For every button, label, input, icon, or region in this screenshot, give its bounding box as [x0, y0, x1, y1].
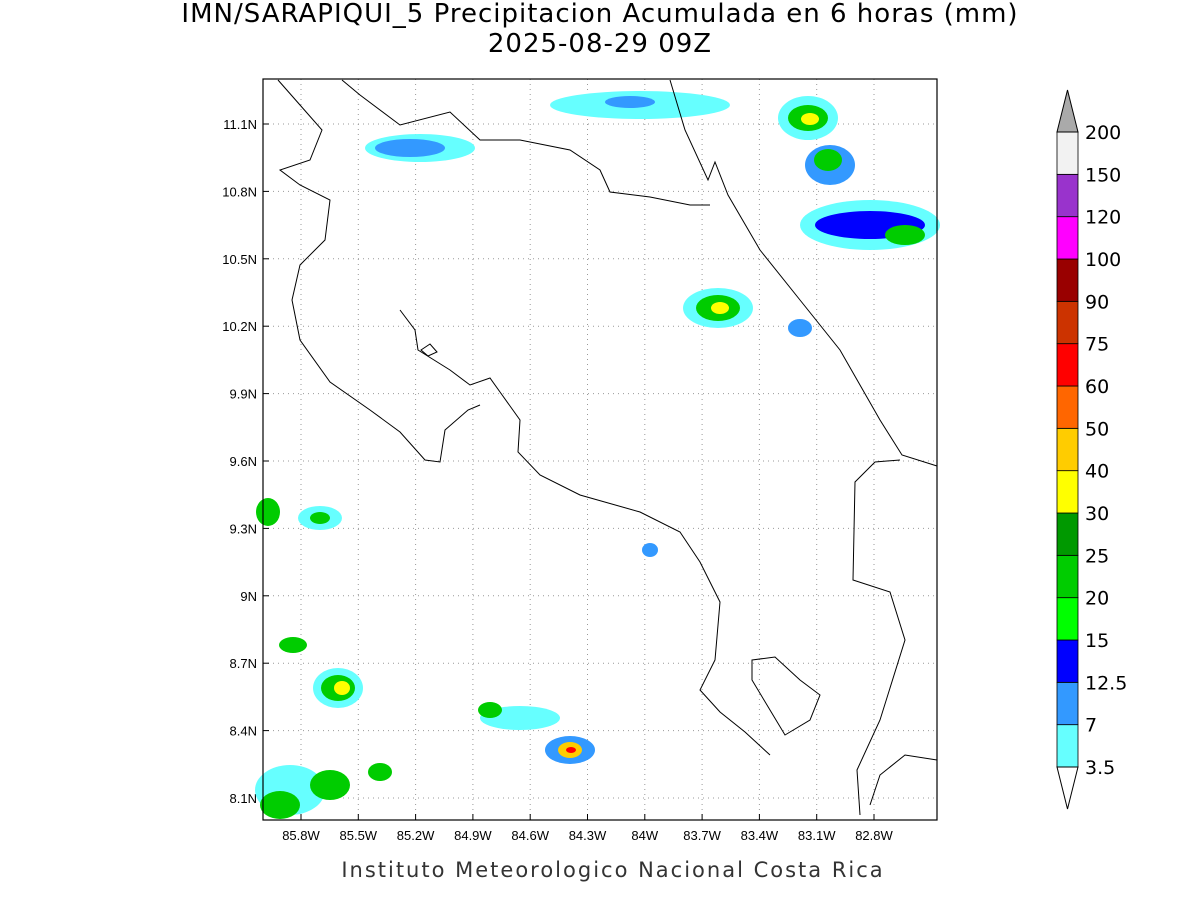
- precipitation: [255, 91, 940, 819]
- lat-label: 9.9N: [230, 387, 257, 402]
- colorbar-label: 60: [1085, 376, 1109, 398]
- colorbar-label: 25: [1085, 545, 1109, 567]
- rain-cell: [375, 139, 445, 157]
- lat-label: 11.1N: [223, 117, 257, 132]
- colorbar-box: [1056, 216, 1079, 260]
- rain-cell: [260, 791, 300, 819]
- colorbar-label: 12.5: [1085, 672, 1127, 694]
- rain-cell: [814, 149, 842, 171]
- coastline: [341, 79, 710, 206]
- rain-cell: [279, 637, 307, 653]
- rain-cell: [788, 319, 812, 337]
- colorbar-box: [1056, 724, 1079, 768]
- colorbar-box: [1056, 512, 1079, 556]
- lon-label: 85.8W: [282, 828, 320, 843]
- colorbar-box: [1056, 258, 1079, 302]
- title: IMN/SARAPIQUI_5 Precipitacion Acumulada …: [181, 0, 1018, 29]
- colorbar-label: 90: [1085, 291, 1109, 313]
- lat-label: 9.6N: [230, 454, 257, 469]
- lat-label: 8.1N: [230, 791, 257, 806]
- rain-cell: [801, 113, 819, 125]
- lon-label: 83.1W: [798, 828, 836, 843]
- colorbar-box: [1056, 300, 1079, 345]
- rain-cell: [642, 543, 658, 557]
- colorbar-box: [1056, 343, 1079, 387]
- coastline: [399, 309, 771, 756]
- grid: 11.1N 10.8N 10.5N 10.2N 9.9N 9.6N 9.3N 9N 8.7N 8.…: [222, 79, 937, 843]
- coastline: [420, 343, 438, 357]
- rain-cell: [256, 498, 280, 526]
- coastline: [669, 79, 938, 467]
- colorbar-box: [1056, 639, 1079, 683]
- colorbar-box: [1056, 173, 1079, 218]
- lon-label: 83.4W: [741, 828, 779, 843]
- colorbar-label: 150: [1085, 164, 1121, 186]
- lon-label: 84.9W: [454, 828, 492, 843]
- rain-cell: [310, 770, 350, 800]
- lat-label: 10.2N: [222, 319, 257, 334]
- rain-cell: [885, 225, 925, 245]
- lon-label: 84W: [631, 828, 658, 843]
- colorbar-label: 7: [1085, 715, 1097, 737]
- colorbar: 3.5 7 12.5 15 20 25 30 40 50 60 75 90 100 120 150 200: [1056, 89, 1127, 810]
- rain-cell: [368, 763, 392, 781]
- colorbar-label: 20: [1085, 588, 1109, 610]
- coastline: [852, 459, 906, 816]
- colorbar-label: 120: [1085, 207, 1121, 229]
- colorbar-box: [1056, 597, 1079, 641]
- lon-label: 84.6W: [511, 828, 549, 843]
- rain-cell: [310, 512, 330, 524]
- lat-label: 9N: [240, 589, 257, 604]
- colorbar-label: 75: [1085, 334, 1109, 356]
- lat-label: 8.4N: [230, 724, 257, 739]
- lon-label: 85.5W: [340, 828, 378, 843]
- colorbar-label: 200: [1085, 122, 1121, 144]
- colorbar-label: 3.5: [1085, 757, 1115, 779]
- colorbar-label: 30: [1085, 503, 1109, 525]
- map-frame: [262, 78, 938, 821]
- lon-label: 84.3W: [569, 828, 607, 843]
- coastlines: [277, 79, 938, 816]
- colorbar-box: [1056, 427, 1079, 472]
- footer: Instituto Meteorologico Nacional Costa R…: [341, 858, 884, 882]
- colorbar-label: 15: [1085, 630, 1109, 652]
- coastline: [277, 79, 481, 463]
- lon-label: 82.8W: [855, 828, 893, 843]
- rain-cell: [478, 702, 502, 718]
- lat-label: 8.7N: [230, 656, 257, 671]
- rain-cell: [711, 302, 729, 314]
- colorbar-label: 100: [1085, 249, 1121, 271]
- colorbar-box: [1056, 131, 1079, 175]
- colorbar-under: [1056, 766, 1079, 810]
- rain-cell: [566, 747, 576, 753]
- rain-cell: [605, 96, 655, 108]
- colorbar-label: 40: [1085, 461, 1109, 483]
- lon-label: 83.7W: [683, 828, 721, 843]
- subtitle: 2025-08-29 09Z: [488, 29, 712, 59]
- lat-label: 10.8N: [222, 184, 257, 199]
- colorbar-box: [1056, 554, 1079, 599]
- lon-label: 85.2W: [397, 828, 435, 843]
- colorbar-label: 50: [1085, 418, 1109, 440]
- rain-cell: [334, 681, 350, 695]
- colorbar-box: [1056, 470, 1079, 514]
- coastline: [869, 754, 938, 806]
- colorbar-box: [1056, 385, 1079, 429]
- colorbar-over: [1056, 89, 1079, 133]
- coastline: [751, 656, 821, 736]
- lat-label: 9.3N: [230, 521, 257, 536]
- colorbar-box: [1056, 681, 1079, 726]
- lat-label: 10.5N: [222, 252, 257, 267]
